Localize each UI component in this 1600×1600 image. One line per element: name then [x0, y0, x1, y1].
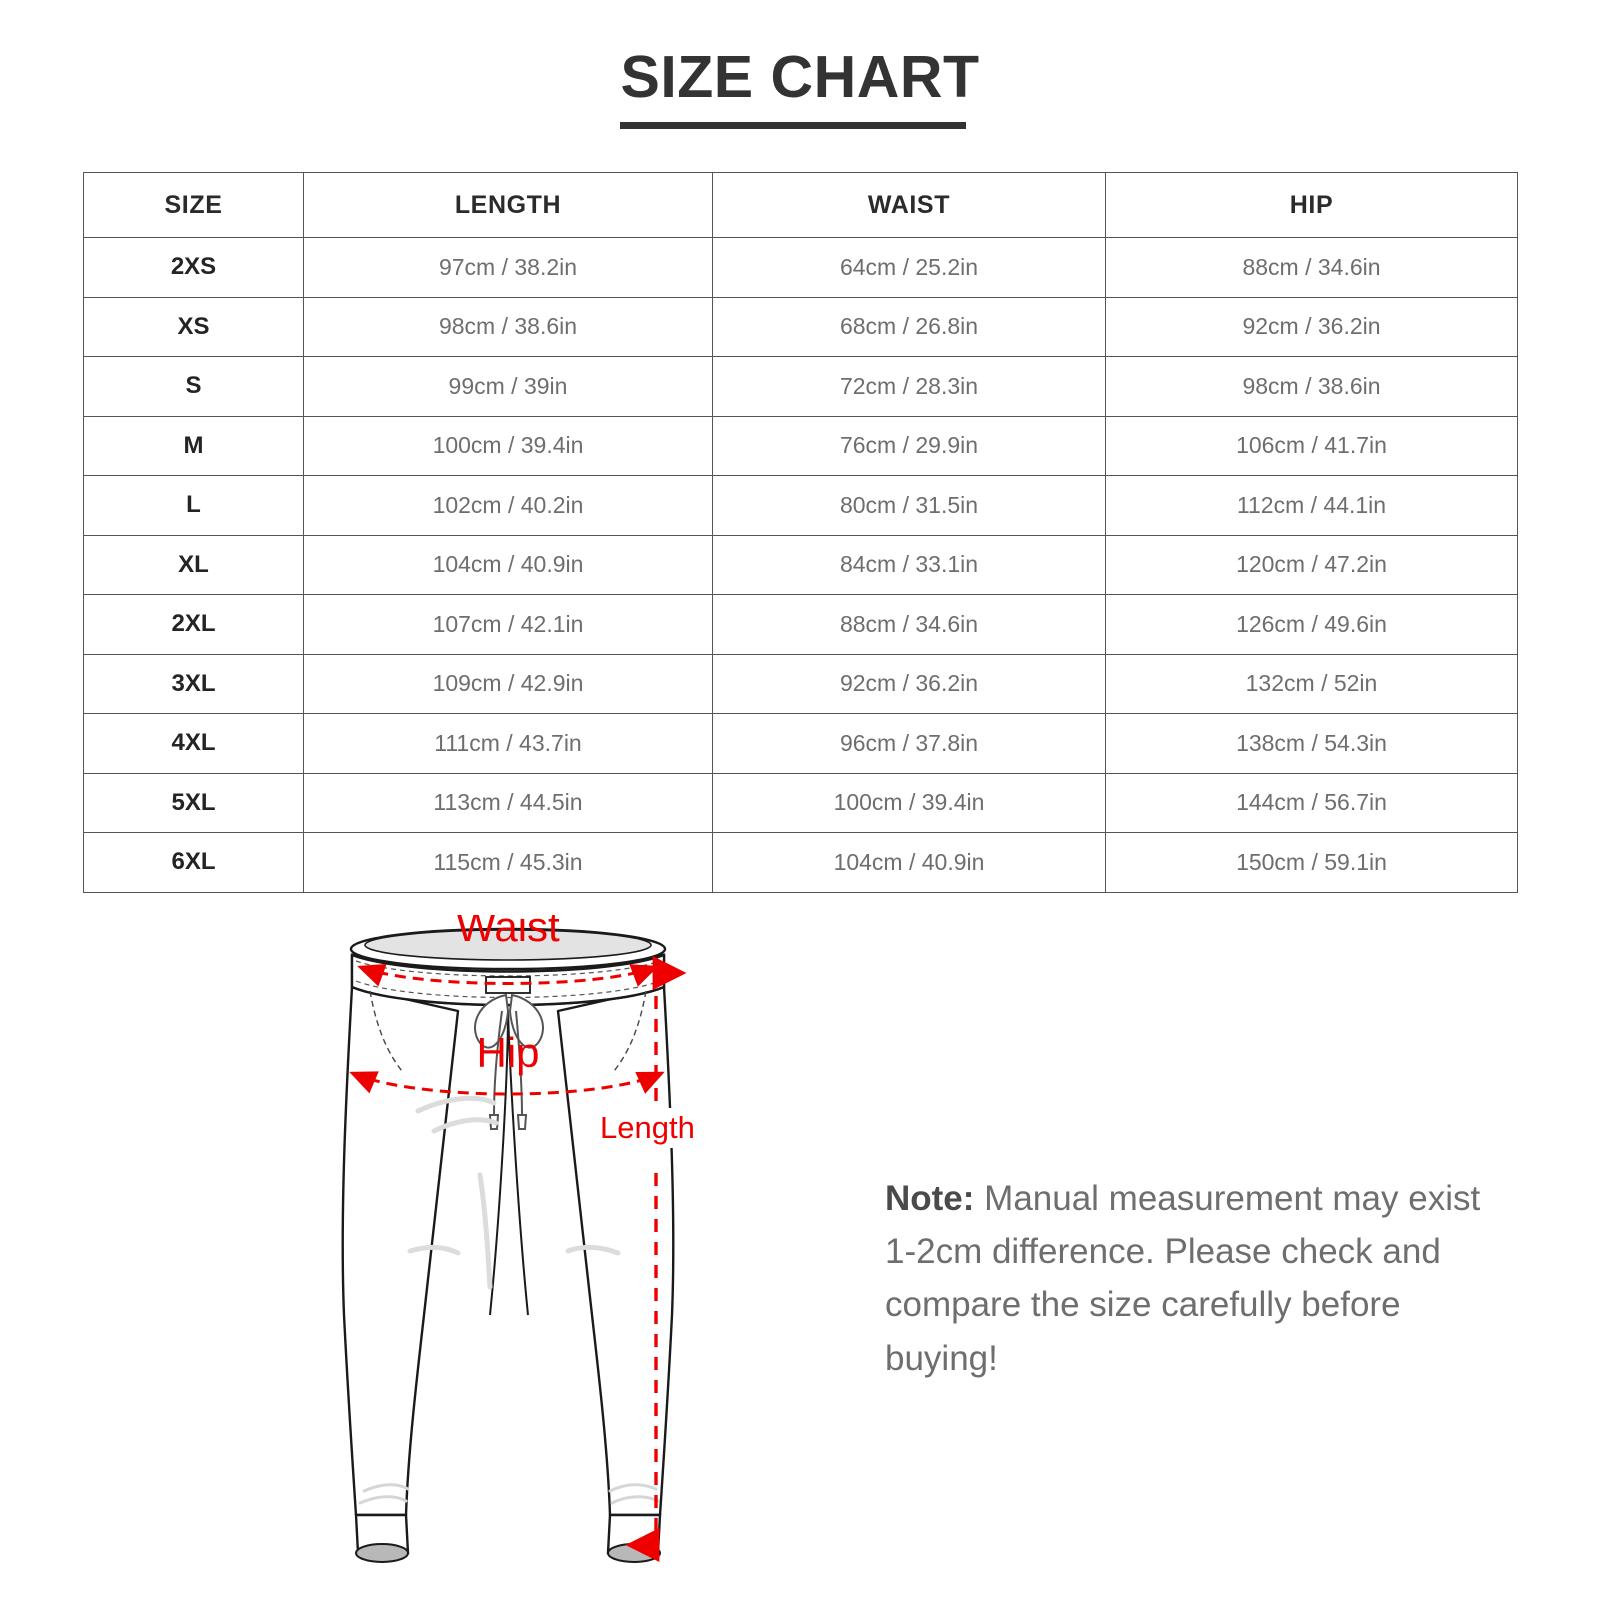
table-row: 5XL 113cm / 44.5in 100cm / 39.4in 144cm / 5…: [83, 772, 1518, 833]
title-block: SIZE CHART: [0, 44, 1600, 129]
column-header-size: SIZE: [83, 172, 304, 238]
length-label: Length: [594, 1108, 701, 1148]
cell-waist: 88cm / 34.6in: [712, 594, 1106, 655]
cell-hip: 98cm / 38.6in: [1105, 356, 1518, 417]
cell-length: 115cm / 45.3in: [303, 832, 713, 893]
cell-length: 98cm / 38.6in: [303, 296, 713, 357]
cell-size: S: [83, 356, 304, 417]
note-label: Note:: [885, 1179, 975, 1218]
table-body: 2XS 97cm / 38.2in 64cm / 25.2in 88cm / 34.6…: [83, 237, 1518, 893]
table-row: L 102cm / 40.2in 80cm / 31.5in 112cm / 44.1…: [83, 475, 1518, 536]
cell-hip: 88cm / 34.6in: [1105, 237, 1518, 298]
title-underline-rule: [620, 122, 966, 129]
cell-length: 104cm / 40.9in: [303, 534, 713, 595]
cell-hip: 138cm / 54.3in: [1105, 713, 1518, 774]
table-row: 2XL 107cm / 42.1in 88cm / 34.6in 126cm / 49…: [83, 594, 1518, 655]
cell-size: 2XL: [83, 594, 304, 655]
cell-waist: 92cm / 36.2in: [712, 653, 1106, 714]
cell-hip: 106cm / 41.7in: [1105, 415, 1518, 476]
note-block: Note: Manual measurement may exist 1-2cm…: [885, 1172, 1495, 1385]
table-row: 3XL 109cm / 42.9in 92cm / 36.2in 132cm / 52…: [83, 653, 1518, 714]
cell-waist: 68cm / 26.8in: [712, 296, 1106, 357]
table-header-row: SIZE LENGTH WAIST HIP: [83, 172, 1518, 238]
cell-size: 4XL: [83, 713, 304, 774]
cell-waist: 80cm / 31.5in: [712, 475, 1106, 536]
cell-size: 2XS: [83, 237, 304, 298]
cell-hip: 144cm / 56.7in: [1105, 772, 1518, 833]
table-row: XL 104cm / 40.9in 84cm / 33.1in 120cm / 47.…: [83, 534, 1518, 595]
cell-length: 111cm / 43.7in: [303, 713, 713, 774]
cell-hip: 120cm / 47.2in: [1105, 534, 1518, 595]
cell-length: 99cm / 39in: [303, 356, 713, 417]
table-row: 2XS 97cm / 38.2in 64cm / 25.2in 88cm / 34.6…: [83, 237, 1518, 298]
cell-size: 6XL: [83, 832, 304, 893]
cell-size: XL: [83, 534, 304, 595]
hip-label: Hip: [476, 1029, 539, 1076]
size-chart-table: SIZE LENGTH WAIST HIP 2XS 97cm / 38.2in 64…: [83, 172, 1518, 893]
table-row: XS 98cm / 38.6in 68cm / 26.8in 92cm / 36.2i…: [83, 296, 1518, 357]
cell-length: 107cm / 42.1in: [303, 594, 713, 655]
column-header-length: LENGTH: [303, 172, 713, 238]
table-row: 6XL 115cm / 45.3in 104cm / 40.9in 150cm / 5…: [83, 832, 1518, 893]
cell-hip: 150cm / 59.1in: [1105, 832, 1518, 893]
cell-length: 102cm / 40.2in: [303, 475, 713, 536]
cell-size: M: [83, 415, 304, 476]
waist-measure-arrow: [357, 963, 659, 987]
cell-size: L: [83, 475, 304, 536]
cell-hip: 132cm / 52in: [1105, 653, 1518, 714]
cell-waist: 84cm / 33.1in: [712, 534, 1106, 595]
cell-waist: 64cm / 25.2in: [712, 237, 1106, 298]
cell-length: 113cm / 44.5in: [303, 772, 713, 833]
table-row: 4XL 111cm / 43.7in 96cm / 37.8in 138cm / 54…: [83, 713, 1518, 774]
column-header-waist: WAIST: [712, 172, 1106, 238]
note-body: Manual measurement may exist 1-2cm diffe…: [885, 1179, 1481, 1378]
cell-size: 5XL: [83, 772, 304, 833]
column-header-hip: HIP: [1105, 172, 1518, 238]
cell-waist: 96cm / 37.8in: [712, 713, 1106, 774]
cell-waist: 76cm / 29.9in: [712, 415, 1106, 476]
length-dimension-line: [560, 945, 790, 1575]
cell-hip: 92cm / 36.2in: [1105, 296, 1518, 357]
cell-length: 97cm / 38.2in: [303, 237, 713, 298]
cell-hip: 126cm / 49.6in: [1105, 594, 1518, 655]
page-title: SIZE CHART: [620, 44, 980, 110]
cell-hip: 112cm / 44.1in: [1105, 475, 1518, 536]
cell-size: 3XL: [83, 653, 304, 714]
waist-label: Waist: [456, 915, 560, 950]
cell-waist: 100cm / 39.4in: [712, 772, 1106, 833]
cell-length: 100cm / 39.4in: [303, 415, 713, 476]
cell-length: 109cm / 42.9in: [303, 653, 713, 714]
cell-waist: 104cm / 40.9in: [712, 832, 1106, 893]
table-row: S 99cm / 39in 72cm / 28.3in 98cm / 38.6in: [83, 356, 1518, 417]
cell-waist: 72cm / 28.3in: [712, 356, 1106, 417]
cell-size: XS: [83, 296, 304, 357]
table-row: M 100cm / 39.4in 76cm / 29.9in 106cm / 41.7…: [83, 415, 1518, 476]
